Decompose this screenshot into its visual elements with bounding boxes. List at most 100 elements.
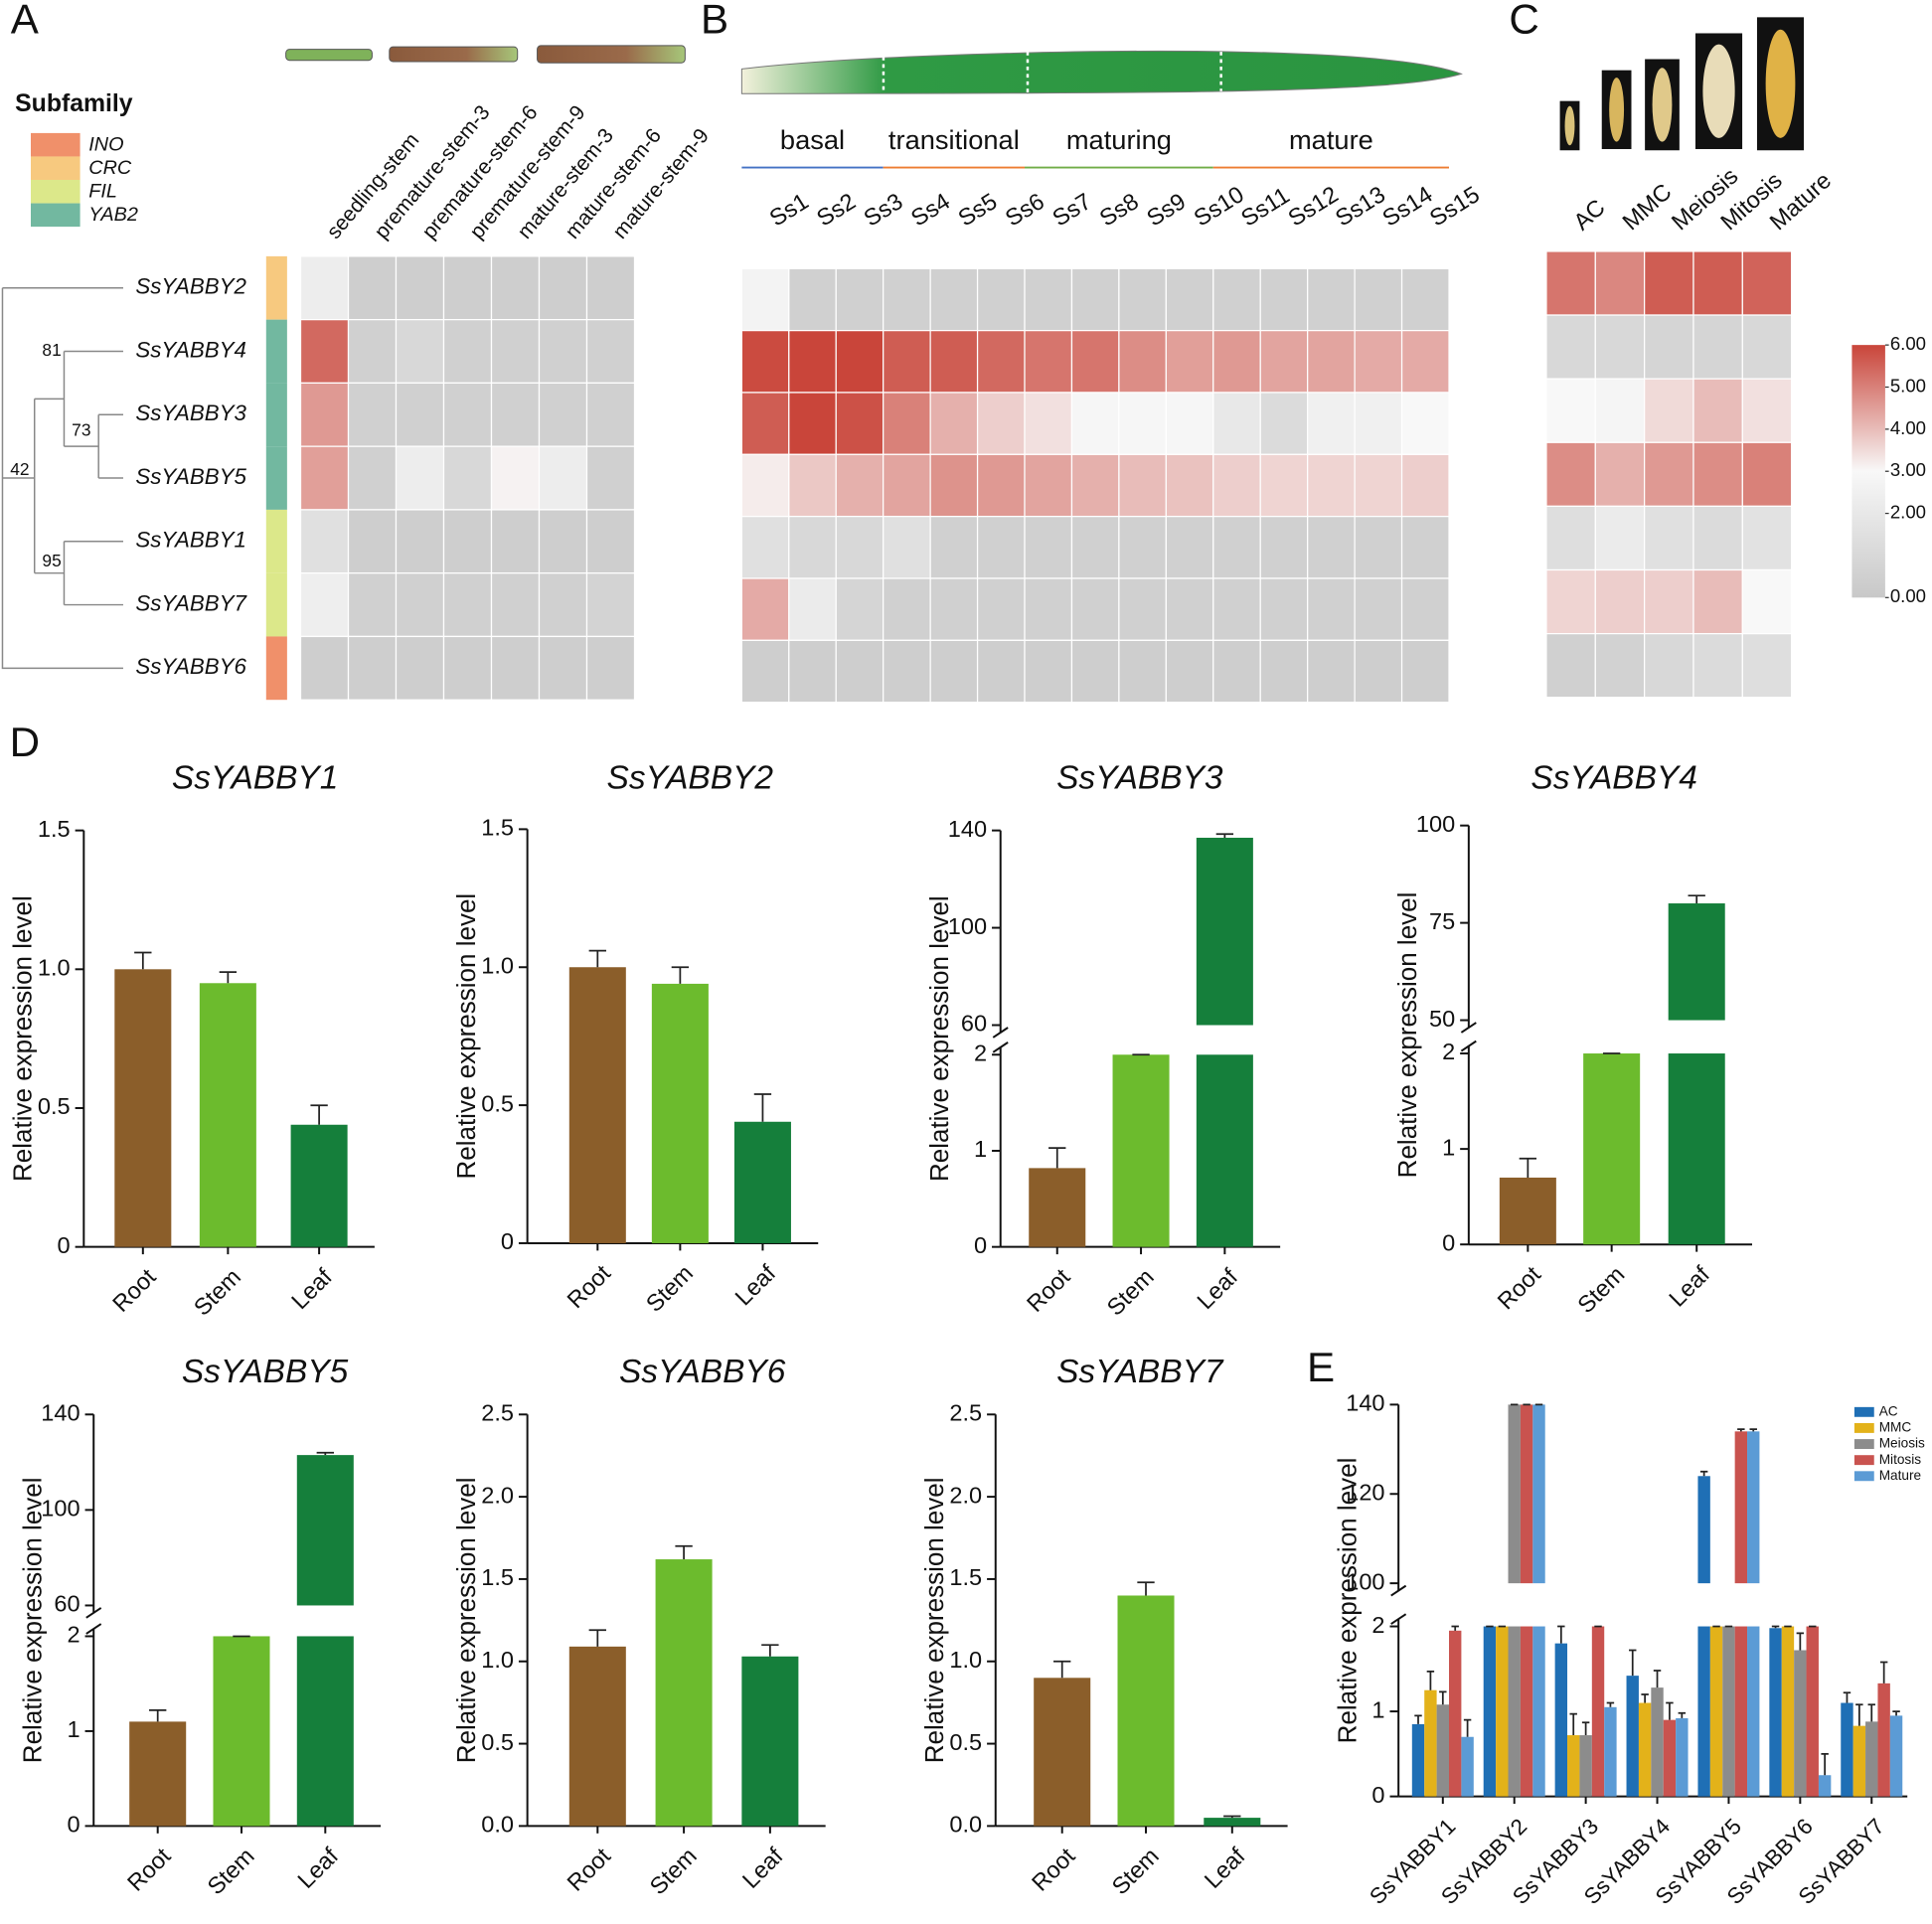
heatmap-cell bbox=[740, 330, 790, 394]
legend-label: AC bbox=[1879, 1403, 1898, 1418]
error-bar bbox=[1641, 1693, 1649, 1703]
heatmap-cell bbox=[1594, 378, 1646, 443]
heatmap-cell bbox=[1165, 577, 1214, 641]
x-tick-label: Stem bbox=[641, 1260, 698, 1317]
heatmap-cell bbox=[835, 267, 885, 332]
heatmap-cell bbox=[1741, 568, 1793, 635]
heatmap-cell bbox=[538, 635, 588, 701]
legend-label: INO bbox=[88, 134, 123, 156]
legend-swatch bbox=[1853, 1455, 1874, 1466]
heatmap-cell bbox=[788, 267, 837, 332]
subfamily-bar bbox=[265, 383, 287, 447]
heatmap-cell bbox=[347, 635, 398, 701]
x-tick-label: Stem bbox=[645, 1843, 702, 1899]
heatmap-cell bbox=[1741, 314, 1793, 380]
bar bbox=[1877, 1683, 1890, 1797]
x-tick-label: Root bbox=[1493, 1261, 1546, 1315]
tree-branch bbox=[97, 413, 123, 479]
heatmap-cell bbox=[1307, 267, 1356, 332]
panel-letter: A bbox=[11, 0, 40, 42]
heatmap-cell bbox=[1594, 505, 1646, 571]
y-tick-label: 1.0 bbox=[481, 952, 514, 978]
colorbar-label: 4.00 bbox=[1890, 417, 1926, 438]
y-tick-label: 0.5 bbox=[481, 1090, 514, 1116]
heatmap-cell bbox=[976, 577, 1026, 641]
heatmap-cell bbox=[835, 330, 885, 394]
x-tick-label: Stem bbox=[189, 1264, 245, 1321]
heatmap-cell bbox=[299, 255, 350, 321]
heatmap-cell bbox=[929, 453, 979, 518]
error-bar bbox=[761, 1644, 779, 1657]
bar bbox=[296, 1636, 354, 1827]
error-bar bbox=[588, 949, 606, 968]
heatmap-cell bbox=[1692, 250, 1743, 316]
y-tick-label: 1.0 bbox=[949, 1647, 982, 1673]
column-label: Ss1 bbox=[765, 188, 813, 232]
y-axis-label: Relative expression level bbox=[1332, 1458, 1362, 1744]
bar bbox=[651, 983, 709, 1243]
y-tick-label: 100 bbox=[948, 913, 987, 939]
heatmap-cell bbox=[976, 639, 1026, 704]
heatmap-cell bbox=[442, 319, 493, 385]
y-tick-label: 2 bbox=[67, 1622, 80, 1648]
column-label: Ss6 bbox=[1001, 188, 1048, 232]
panel-letter: D bbox=[10, 719, 40, 765]
heatmap-cell bbox=[1118, 516, 1167, 579]
heatmap-cell bbox=[788, 516, 837, 579]
bar bbox=[1604, 1706, 1617, 1797]
bar bbox=[1806, 1626, 1819, 1797]
heatmap-cell bbox=[929, 392, 979, 455]
y-axis-label: Relative expression level bbox=[924, 895, 954, 1182]
heatmap-cell bbox=[490, 255, 541, 321]
heatmap-cell bbox=[1545, 378, 1596, 443]
error-bar bbox=[675, 1544, 693, 1560]
x-tick-label: Root bbox=[122, 1843, 176, 1896]
legend-swatch bbox=[1853, 1471, 1874, 1482]
subfamily-bar bbox=[265, 255, 287, 320]
bar bbox=[1499, 1177, 1556, 1245]
heatmap-cell bbox=[740, 516, 790, 579]
error-bar bbox=[1215, 833, 1234, 838]
error-bar bbox=[753, 1093, 772, 1122]
x-tick-label: Root bbox=[1022, 1263, 1075, 1317]
bar bbox=[1794, 1650, 1807, 1797]
heatmap-cell bbox=[976, 267, 1026, 332]
heatmap-cell bbox=[976, 392, 1026, 455]
heatmap-cell bbox=[835, 577, 885, 641]
bar bbox=[1554, 1643, 1568, 1797]
error-bar bbox=[1855, 1703, 1863, 1726]
heatmap-cell bbox=[835, 516, 885, 579]
row-label: SsYABBY5 bbox=[135, 464, 246, 489]
bar bbox=[1483, 1626, 1497, 1797]
bar bbox=[1579, 1735, 1592, 1797]
subfamily-bar bbox=[265, 319, 287, 384]
heatmap-cell bbox=[1307, 577, 1356, 641]
stage-label: transitional bbox=[888, 124, 1020, 155]
error-bar bbox=[1451, 1625, 1459, 1631]
legend-swatch bbox=[30, 156, 80, 181]
heatmap-cell bbox=[740, 392, 790, 455]
heatmap-cell bbox=[1692, 441, 1743, 508]
heatmap-cell bbox=[1545, 314, 1596, 380]
error-bar bbox=[1879, 1661, 1888, 1684]
bar bbox=[1591, 1626, 1605, 1797]
heatmap-cell bbox=[585, 319, 636, 385]
error-bar bbox=[1223, 1815, 1241, 1819]
error-bar bbox=[588, 1629, 606, 1647]
error-bar bbox=[316, 1451, 334, 1456]
heatmap-cell bbox=[740, 453, 790, 518]
bootstrap-value: 95 bbox=[42, 551, 61, 570]
legend-swatch bbox=[1853, 1439, 1874, 1450]
heatmap-cell bbox=[585, 255, 636, 321]
heatmap-cell bbox=[299, 319, 350, 385]
y-tick-label: 1.5 bbox=[38, 816, 71, 842]
heatmap-cell bbox=[1545, 632, 1596, 699]
heatmap-cell bbox=[442, 255, 493, 321]
bar bbox=[1852, 1725, 1866, 1797]
bar-upper bbox=[1520, 1404, 1533, 1584]
heatmap-cell bbox=[929, 639, 979, 704]
bar bbox=[1626, 1676, 1639, 1797]
heatmap-cell bbox=[1259, 453, 1309, 518]
bar bbox=[1508, 1626, 1521, 1797]
